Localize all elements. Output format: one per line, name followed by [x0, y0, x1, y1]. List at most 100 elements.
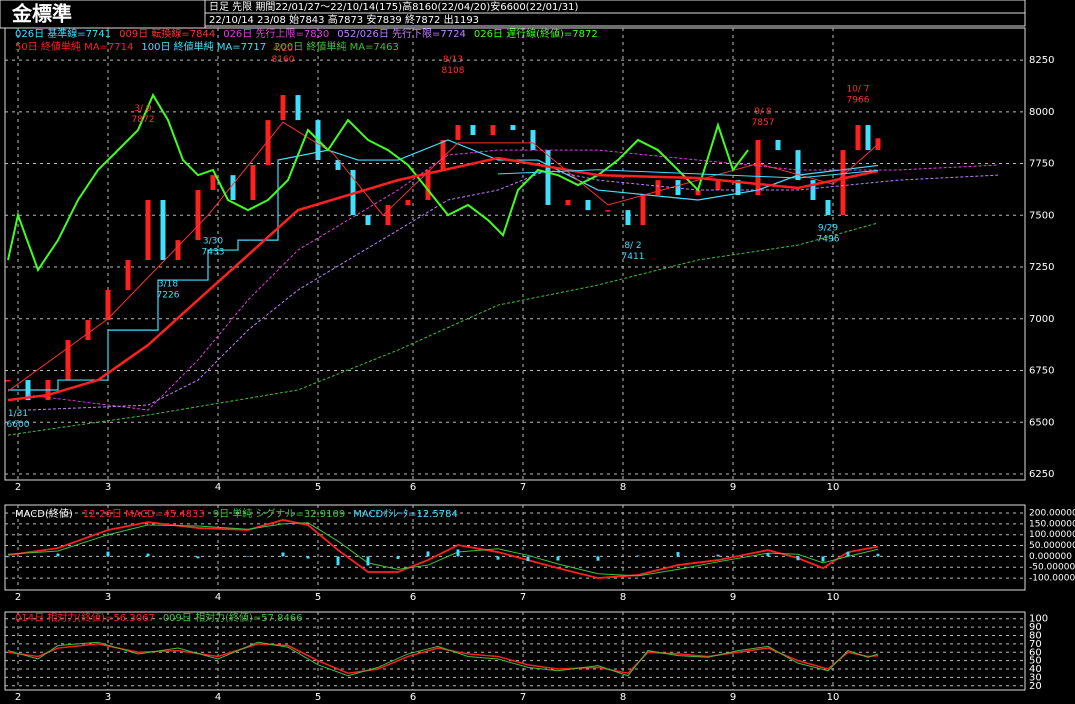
x-tick-label: 2 — [15, 592, 21, 603]
annotation-date: 4/20 — [273, 44, 293, 54]
histogram-bar — [6, 556, 10, 558]
candle — [605, 210, 611, 212]
candle — [65, 340, 71, 381]
x-tick-label: 5 — [315, 482, 321, 493]
histogram-bar — [106, 551, 110, 557]
legend-entry: 052/026日 先行下限=7724 — [337, 27, 466, 40]
x-tick-label: 4 — [215, 482, 221, 493]
histogram-bar — [146, 553, 150, 557]
legend-entry: 200日 終値単純 MA=7463 — [274, 40, 399, 53]
series-line — [7, 121, 879, 392]
x-tick-label: 5 — [315, 692, 321, 703]
candle — [565, 199, 571, 205]
series-line — [7, 641, 879, 677]
y-tick-label: 6750 — [1029, 366, 1054, 377]
legend-entry: 9日 単純 シグナル=32.9109 — [213, 507, 345, 520]
x-tick-label: 8 — [620, 592, 626, 603]
y-tick-label: 20 — [1029, 681, 1042, 692]
x-tick-label: 2 — [15, 692, 21, 703]
annotation-value: 8160 — [272, 55, 295, 65]
x-tick-label: 7 — [520, 592, 526, 603]
histogram-bar — [526, 556, 530, 562]
x-tick-label: 10 — [827, 692, 840, 703]
candle — [440, 139, 446, 170]
candle — [145, 199, 151, 261]
candle — [585, 199, 591, 211]
y-tick-label: 7000 — [1029, 314, 1054, 325]
x-tick-label: 8 — [620, 692, 626, 703]
series-line — [7, 519, 879, 579]
histogram-bar — [846, 552, 850, 557]
histogram-bar — [596, 556, 600, 561]
histogram-bar — [336, 556, 340, 566]
legend-title: MACD(終値) — [15, 507, 73, 520]
candle — [250, 165, 256, 200]
annotation-date: 10/ 7 — [846, 84, 869, 94]
candle — [865, 125, 871, 151]
x-tick-label: 9 — [730, 482, 736, 493]
candle — [265, 120, 271, 166]
candle — [105, 290, 111, 321]
x-tick-label: 6 — [410, 592, 416, 603]
candle — [545, 150, 551, 205]
y-tick-label: 6250 — [1029, 469, 1054, 480]
y-tick-label: 7250 — [1029, 262, 1054, 273]
histogram-bar — [56, 553, 60, 557]
legend-entry: 50日 終値単純 MA=7714 — [15, 40, 133, 53]
candle — [160, 199, 166, 261]
x-tick-label: 9 — [730, 592, 736, 603]
y-tick-label: 0.000000 — [1029, 552, 1072, 562]
chart-title: 金標準 — [11, 2, 72, 26]
candle — [825, 199, 831, 216]
annotation-date: 9/29 — [818, 224, 838, 234]
annotation-value: 8108 — [442, 66, 465, 76]
legend-entry: 009日 相対力(終値)=57.8466 — [163, 611, 303, 624]
candle — [625, 210, 631, 226]
candle — [855, 125, 861, 151]
candle — [85, 320, 91, 341]
annotation-value: 7872 — [132, 115, 155, 125]
legend-entry: 014日 相対力(終値)=56.3067 — [15, 611, 155, 624]
y-tick-label: 100.000000 — [1029, 530, 1075, 540]
legend-entry: 100日 終値単純 MA=7717 — [141, 40, 266, 53]
histogram-bar — [281, 552, 285, 557]
histogram-bar — [676, 552, 680, 557]
y-tick-label: 40 — [1029, 664, 1042, 675]
histogram-bar — [456, 549, 460, 557]
candle — [425, 169, 431, 200]
y-tick-label: 70 — [1029, 639, 1042, 650]
candle — [385, 204, 391, 226]
y-tick-label: 60 — [1029, 647, 1042, 658]
annotation-value: 7496 — [817, 235, 840, 245]
series-line — [27, 149, 999, 411]
candle — [125, 260, 131, 291]
candle — [810, 180, 816, 200]
candle — [735, 180, 741, 196]
candle — [365, 215, 371, 226]
series-line — [497, 169, 879, 179]
series-line — [7, 643, 879, 675]
legend-entry: 12-26日 MACD=45.4833 — [83, 509, 205, 520]
candle — [530, 130, 536, 151]
histogram-bar — [306, 556, 310, 559]
y-tick-label: 150.000000 — [1029, 519, 1075, 529]
y-tick-label: -100.000000 — [1029, 574, 1075, 584]
x-tick-label: 5 — [315, 592, 321, 603]
histogram-bar — [196, 556, 200, 559]
x-tick-label: 3 — [105, 482, 111, 493]
annotation-date: 3/ 9 — [134, 104, 152, 114]
annotation-value: 7966 — [847, 95, 870, 105]
histogram-bar — [821, 556, 825, 562]
legend-entry: MACDｵｼﾚｰﾀ=12.5784 — [353, 508, 458, 520]
candle — [655, 180, 661, 196]
info-line: 22/10/14 23/08 始7843 高7873 安7839 終7872 出… — [209, 13, 479, 26]
x-tick-label: 4 — [215, 592, 221, 603]
annotation-date: 8/13 — [443, 55, 463, 65]
series-line — [7, 92, 749, 273]
x-tick-label: 7 — [520, 692, 526, 703]
annotation-date: 3/18 — [158, 280, 178, 290]
panel-frame — [4, 27, 1026, 481]
x-tick-label: 4 — [215, 692, 221, 703]
y-tick-label: 7500 — [1029, 210, 1054, 221]
series-line — [27, 169, 999, 411]
